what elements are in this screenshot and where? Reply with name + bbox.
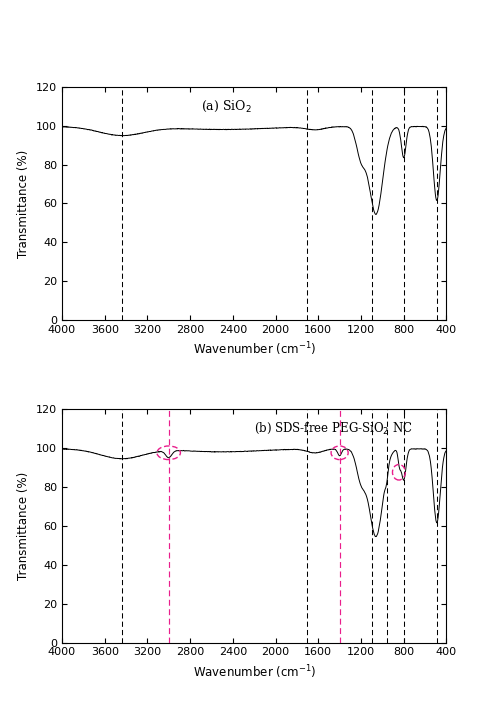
- Y-axis label: Transmittance (%): Transmittance (%): [17, 471, 30, 580]
- Text: (b) SDS-free PEG-SiO$_2$ NC: (b) SDS-free PEG-SiO$_2$ NC: [254, 421, 413, 436]
- X-axis label: Wavenumber (cm$^{-1}$): Wavenumber (cm$^{-1}$): [192, 663, 316, 681]
- X-axis label: Wavenumber (cm$^{-1}$): Wavenumber (cm$^{-1}$): [192, 341, 316, 358]
- Y-axis label: Transmittance (%): Transmittance (%): [17, 149, 30, 258]
- Text: (a) SiO$_2$: (a) SiO$_2$: [201, 98, 251, 113]
